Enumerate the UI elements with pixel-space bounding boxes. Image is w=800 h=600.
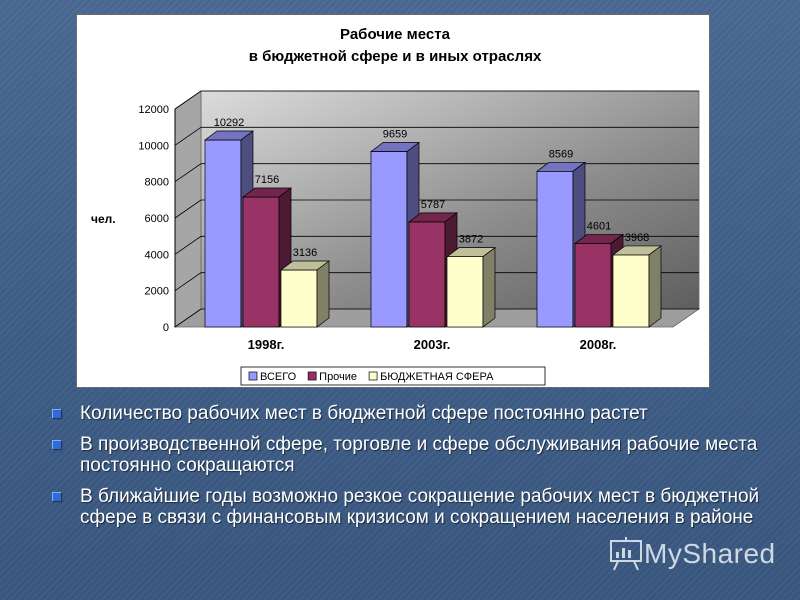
- bar-front: [574, 243, 612, 328]
- bar-side: [316, 260, 330, 328]
- chart-title-line-2: в бюджетной сфере и в иных отраслях: [249, 48, 542, 65]
- legend-swatch: [248, 371, 258, 381]
- gridline: [174, 163, 699, 182]
- y-tick-label: 8000: [145, 177, 169, 189]
- bullet-square-icon: [52, 492, 61, 501]
- gridline: [174, 308, 699, 328]
- data-label: 8569: [549, 148, 573, 160]
- bar-front: [612, 254, 650, 328]
- bullet-text: В ближайшие годы возможно резкое сокраще…: [80, 486, 760, 528]
- bar-front: [446, 256, 484, 328]
- bar-front: [536, 170, 574, 328]
- bullet-text: В производственной сфере, торговле и сфе…: [80, 434, 758, 476]
- x-tick-label: 2003г.: [414, 337, 451, 352]
- data-label: 3136: [293, 247, 317, 259]
- chart-frame: Рабочие места в бюджетной сфере и в иных…: [76, 14, 710, 388]
- watermark-logo: MyShared: [608, 534, 776, 574]
- bar-front: [242, 196, 280, 328]
- chart-title-line-1: Рабочие места: [340, 26, 451, 43]
- bullet-item: Количество рабочих мест в бюджетной сфер…: [52, 403, 772, 424]
- gridline: [174, 272, 699, 291]
- bar-side: [482, 246, 496, 328]
- bullet-item: В ближайшие годы возможно резкое сокраще…: [52, 486, 772, 528]
- legend-label: Прочие: [319, 371, 357, 383]
- gridline: [174, 90, 699, 110]
- data-label: 4601: [587, 220, 611, 232]
- y-axis-label: чел.: [91, 212, 116, 226]
- presentation-board-icon: [610, 537, 642, 571]
- chart-legend: ВСЕГО Прочие БЮДЖЕТНАЯ СФЕРА: [240, 366, 546, 386]
- x-tick-label: 2008г.: [580, 337, 617, 352]
- bullet-square-icon: [52, 440, 61, 449]
- bullet-list: Количество рабочих мест в бюджетной сфер…: [52, 403, 772, 538]
- data-label: 10292: [214, 117, 245, 129]
- logo-text: MyShared: [644, 538, 776, 569]
- data-label: 5787: [421, 199, 445, 211]
- y-tick-label: 6000: [145, 213, 169, 225]
- gridline: [174, 235, 699, 255]
- bar-front: [204, 139, 242, 328]
- bar-front: [280, 269, 318, 328]
- bullet-text: Количество рабочих мест в бюджетной сфер…: [80, 403, 648, 424]
- bar-front: [370, 151, 408, 328]
- data-label: 7156: [255, 174, 279, 186]
- bullet-item: В производственной сфере, торговле и сфе…: [52, 434, 772, 476]
- legend-swatch: [368, 371, 378, 381]
- y-tick-label: 10000: [138, 140, 169, 152]
- y-tick-label: 0: [163, 322, 169, 334]
- data-label: 3872: [459, 234, 483, 246]
- data-label: 9659: [383, 129, 407, 141]
- plot-area: 0 2000 4000 6000 8000 10000 12000 10292 7156 3136…: [138, 90, 701, 352]
- bar-side: [648, 245, 662, 328]
- y-tick-label: 12000: [138, 104, 169, 116]
- gridline: [174, 126, 699, 146]
- data-label: 3968: [625, 232, 649, 244]
- y-tick-label: 2000: [145, 286, 169, 298]
- legend-label: БЮДЖЕТНАЯ СФЕРА: [380, 371, 494, 383]
- bullet-square-icon: [52, 409, 61, 418]
- y-tick-label: 4000: [145, 249, 169, 261]
- legend-swatch: [307, 371, 317, 381]
- x-tick-label: 1998г.: [248, 337, 285, 352]
- bar-front: [408, 221, 446, 328]
- gridline: [174, 199, 699, 219]
- legend-box: [240, 366, 546, 386]
- legend-label: ВСЕГО: [260, 371, 297, 383]
- bar-chart: Рабочие места в бюджетной сфере и в иных…: [91, 26, 701, 386]
